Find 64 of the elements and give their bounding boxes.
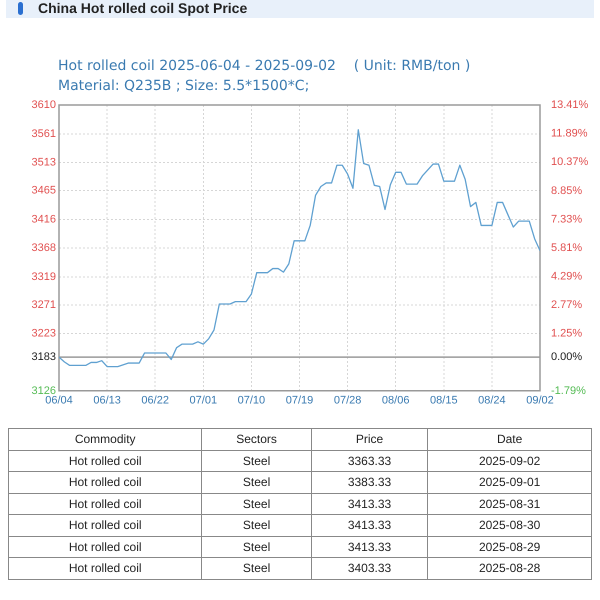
category-label: Sectors [202,428,312,450]
y2-tick-label: 0.00% [551,351,582,364]
x-tick-label: 08/15 [430,394,458,406]
x-tick-label: 09/02 [526,394,554,406]
y-tick-label: 3610 [32,99,56,112]
y2-tick-label: 4.29% [551,270,582,283]
text: 2025-08-30 [428,514,592,536]
text: Steel [202,558,312,579]
text: 3363.33 [311,450,428,472]
text: Steel [202,493,312,514]
text: Hot rolled coil [8,450,202,472]
y2-tick-label: 1.25% [551,328,582,340]
text: 3413.33 [311,536,428,558]
y-tick-label: 3183 [32,351,56,364]
text: 3403.33 [311,558,428,579]
x-tick-label: 07/28 [334,394,362,406]
chart-subtitle: Hot rolled coil 2025-06-04 - 2025-09-02 ( Unit: RMB/ton ) [58,58,470,74]
text: 2025-08-28 [428,558,592,579]
text: 2025-08-29 [428,536,592,558]
y-tick-label: 3126 [32,384,56,397]
y2-tick-label: 11.89% [551,128,588,140]
y2-tick-label: -1.79% [551,384,586,397]
y2-tick-label: 8.85% [551,184,582,197]
text: Steel [202,472,312,493]
y2-tick-label: 13.41% [551,99,589,112]
chart-title: China Hot rolled coil Spot Price [38,0,248,17]
text: 3413.33 [311,514,428,536]
y-tick-label: 3368 [32,242,56,254]
y-tick-label: 3465 [32,184,56,197]
y-tick-label: 3319 [32,270,56,283]
y2-tick-label: 7.33% [551,213,582,226]
text: Steel [202,536,312,558]
text: Hot rolled coil [8,472,202,493]
x-tick-label: 08/24 [478,394,506,406]
y2-tick-label: 2.77% [551,299,582,312]
text: 2025-08-31 [428,493,592,514]
y2-tick-label: 5.81% [551,242,582,254]
y-tick-label: 3416 [32,214,56,226]
y2-tick-label: 10.37% [551,156,589,168]
x-tick-label: 08/06 [382,394,410,406]
text: Hot rolled coil [8,536,202,558]
x-tick-label: 07/01 [190,394,218,406]
category-label: Price [311,428,428,450]
text: Hot rolled coil [8,514,202,536]
text: Hot rolled coil [8,558,202,579]
category-label: Commodity [8,428,202,450]
text: Steel [202,514,312,536]
y-tick-label: 3223 [32,328,56,340]
text: 2025-09-02 [428,450,592,472]
x-tick-label: 07/10 [238,394,266,406]
x-tick-label: 06/04 [45,394,73,406]
y-tick-label: 3561 [32,128,56,140]
y-tick-label: 3271 [32,299,56,312]
text: Material: Q235B ; Size: 5.5*1500*C; [58,78,310,94]
x-tick-label: 06/13 [93,394,121,406]
category-label: Date [428,428,592,450]
text: 3413.33 [311,493,428,514]
text: Steel [202,450,312,472]
y-tick-label: 3513 [32,156,56,168]
x-tick-label: 06/22 [141,394,169,406]
text: 2025-09-01 [428,472,592,493]
text: 3383.33 [311,472,428,493]
text: Hot rolled coil [8,493,202,514]
x-tick-label: 07/19 [286,394,314,406]
